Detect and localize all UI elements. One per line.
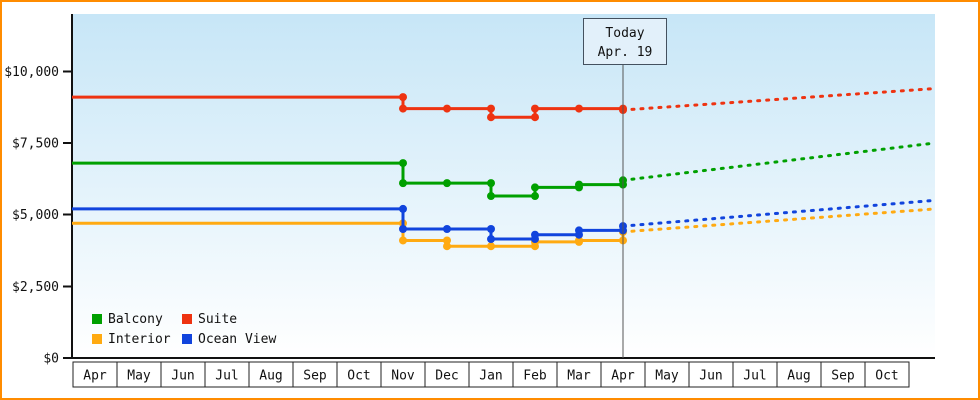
y-tick-label: $10,000	[4, 65, 59, 80]
forecast-line	[621, 87, 937, 112]
series-ocean-view	[72, 198, 937, 244]
legend-swatch	[182, 334, 192, 344]
month-label: Nov	[391, 369, 415, 384]
month-label: Sep	[303, 369, 327, 384]
legend-label: Interior	[108, 331, 171, 347]
month-cell	[336, 361, 382, 388]
legend-item-suite: Suite	[182, 309, 276, 329]
data-point	[399, 159, 407, 168]
forecast-line	[621, 207, 937, 234]
y-tick-label: $2,500	[12, 280, 59, 295]
month-cell	[644, 361, 690, 388]
data-point	[575, 180, 583, 189]
month-label: Aug	[259, 369, 282, 384]
data-point	[487, 242, 495, 251]
today-label: Today	[605, 26, 645, 41]
month-cell	[116, 361, 162, 388]
legend-item-balcony: Balcony	[92, 309, 182, 329]
data-point	[399, 93, 407, 102]
month-label: Sep	[831, 369, 855, 384]
plot-background	[72, 14, 935, 358]
legend-swatch	[92, 334, 102, 344]
data-point	[531, 230, 539, 239]
month-label: Jul	[743, 369, 766, 384]
forecast-line	[621, 141, 937, 182]
today-annotation: Today Apr. 19	[583, 18, 667, 65]
legend-swatch	[182, 314, 192, 324]
data-point	[575, 236, 583, 245]
data-point	[443, 179, 451, 188]
data-point	[399, 225, 407, 233]
data-point	[531, 104, 539, 113]
month-cell	[512, 361, 558, 388]
data-point	[399, 204, 407, 213]
series-interior	[72, 207, 937, 251]
data-point	[443, 236, 451, 245]
data-point	[575, 104, 583, 113]
month-label: Jun	[171, 369, 194, 384]
legend-item-ocean-view: Ocean View	[182, 329, 276, 349]
data-point	[399, 179, 407, 188]
month-cell	[820, 361, 866, 388]
data-point	[487, 113, 495, 122]
month-cell	[160, 361, 206, 388]
month-cell	[424, 361, 470, 388]
data-point	[443, 242, 451, 251]
legend-label: Ocean View	[198, 331, 277, 347]
month-label: Oct	[875, 369, 898, 384]
today-date: Apr. 19	[597, 45, 653, 60]
data-point	[487, 179, 495, 188]
forecast-line	[621, 198, 937, 228]
series-balcony	[72, 141, 937, 201]
data-point	[531, 113, 539, 122]
month-label: Oct	[347, 369, 370, 384]
legend-item-interior: Interior	[92, 329, 182, 349]
data-point	[487, 235, 495, 244]
data-point	[575, 226, 583, 235]
data-point	[399, 236, 407, 245]
y-tick-label: $7,500	[12, 137, 59, 152]
data-point	[487, 192, 495, 201]
data-point	[399, 104, 407, 113]
month-cell	[600, 361, 646, 388]
month-label: Feb	[523, 369, 547, 384]
month-label: Apr	[83, 369, 107, 384]
legend-label: Suite	[198, 311, 238, 327]
data-point	[531, 183, 539, 192]
month-cell	[864, 361, 910, 388]
month-label: Jun	[699, 369, 722, 384]
data-point	[443, 104, 451, 113]
month-label: May	[655, 369, 679, 384]
data-point	[487, 225, 495, 233]
month-label: Jan	[479, 369, 502, 384]
month-label: May	[127, 369, 151, 384]
data-point	[487, 104, 495, 113]
y-tick-label: $0	[43, 352, 59, 367]
month-cell	[292, 361, 338, 388]
data-point	[531, 192, 539, 201]
legend: Balcony Suite Interior Ocean View	[92, 309, 276, 349]
month-cell	[204, 361, 250, 388]
month-label: Dec	[435, 369, 458, 384]
month-label: Apr	[611, 369, 635, 384]
data-point	[443, 225, 451, 233]
series-suite	[72, 87, 937, 122]
month-cell	[380, 361, 426, 388]
legend-swatch	[92, 314, 102, 324]
month-label: Jul	[215, 369, 238, 384]
month-cell	[468, 361, 514, 388]
month-label: Mar	[567, 369, 591, 384]
y-tick-label: $5,000	[12, 208, 59, 223]
month-label: Aug	[787, 369, 810, 384]
month-cell	[556, 361, 602, 388]
legend-label: Balcony	[108, 311, 163, 327]
month-cell	[688, 361, 734, 388]
month-cell	[776, 361, 822, 388]
